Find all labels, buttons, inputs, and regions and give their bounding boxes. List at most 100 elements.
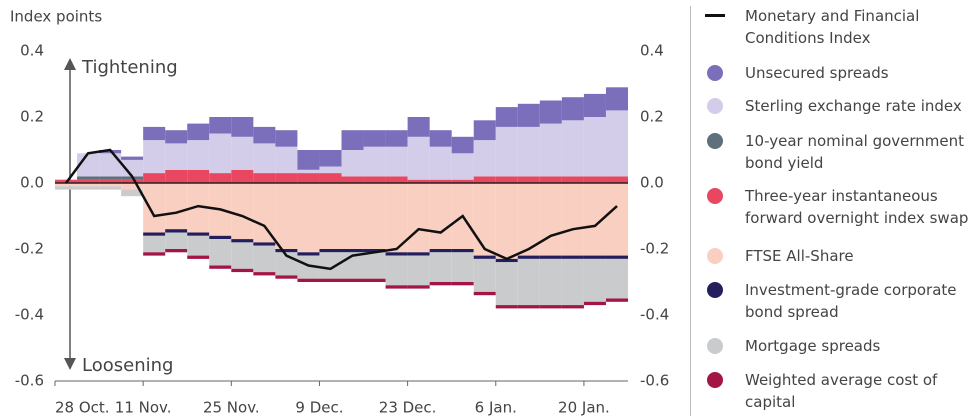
bar-segment — [77, 183, 100, 187]
x-tick-label: 28 Oct. — [55, 399, 110, 417]
y2-tick-label: -0.2 — [640, 240, 669, 258]
bar-segment — [121, 179, 144, 183]
y-tick-label: -0.6 — [15, 372, 44, 390]
bar-segment — [55, 186, 78, 190]
bar-segment — [517, 258, 540, 306]
legend-symbol — [707, 282, 723, 298]
bar-segment — [385, 183, 408, 253]
bar-segment — [363, 252, 386, 279]
bar-segment — [539, 258, 562, 306]
legend-symbol — [707, 65, 723, 81]
bar-segment — [319, 150, 342, 167]
bar-segment — [583, 176, 606, 183]
bar-segment — [363, 249, 386, 253]
bar-segment — [165, 169, 188, 183]
bar-segment — [385, 130, 408, 147]
bar-segment — [99, 176, 122, 180]
bar-segment — [165, 183, 188, 230]
bar-segment — [517, 103, 540, 127]
bar-segment — [319, 173, 342, 183]
y2-tick-label: -0.6 — [640, 372, 669, 390]
bar-segment — [253, 183, 276, 243]
bar-segment — [363, 146, 386, 177]
separator — [690, 6, 691, 416]
bar-segment — [583, 183, 606, 256]
y-tick-label: 0.4 — [20, 42, 44, 60]
bar-segment — [253, 242, 276, 246]
bar-segment — [561, 255, 584, 259]
bar-segment — [429, 183, 452, 249]
bar-segment — [605, 176, 628, 183]
arrow-down — [64, 358, 76, 370]
bar-segment — [385, 176, 408, 183]
bar-segment — [231, 169, 254, 183]
bar-segment — [495, 107, 518, 127]
bar-segment — [561, 183, 584, 256]
bar-segment — [407, 252, 430, 256]
bar-segment — [143, 235, 166, 253]
bar-segment — [77, 176, 100, 180]
bar-segment — [209, 235, 232, 240]
bar-segment — [275, 275, 298, 279]
x-tick-label: 23 Dec. — [379, 399, 437, 417]
legend-item: 10-year nominal government bond yield — [707, 130, 970, 174]
bar-segment — [143, 126, 166, 141]
bar-segment — [187, 232, 210, 236]
bar-segment — [341, 249, 364, 253]
bar-segment — [517, 176, 540, 183]
arrow-up — [64, 58, 76, 70]
legend-label: Sterling exchange rate index — [745, 97, 962, 115]
bar-segment — [407, 179, 430, 183]
legend-item: Weighted average cost of capital — [707, 369, 970, 413]
bar-segment — [561, 97, 584, 121]
bar-segment — [209, 239, 232, 266]
bar-segment — [121, 156, 144, 160]
bar-segment — [165, 232, 188, 249]
bar-segment — [297, 255, 320, 279]
bar-segment — [187, 140, 210, 170]
bar-segment — [165, 249, 188, 253]
bar-segment — [319, 278, 342, 282]
bar-segment — [121, 183, 144, 190]
legend-item: Mortgage spreads — [707, 335, 970, 357]
bar-segment — [143, 183, 166, 233]
bar-segment — [385, 255, 408, 286]
legend-item: FTSE All-Share — [707, 245, 970, 267]
legend-label: Investment-grade corporate bond spread — [745, 281, 957, 321]
bar-segment — [583, 301, 606, 306]
bar-segment — [275, 183, 298, 249]
bar-segment — [407, 136, 430, 180]
bar-segment — [605, 258, 628, 299]
bar-segment — [451, 136, 474, 154]
annotation: Loosening — [82, 355, 173, 376]
bar-segment — [165, 130, 188, 144]
bar-segment — [253, 245, 276, 273]
bar-segment — [341, 176, 364, 183]
bar-segment — [341, 278, 364, 282]
bar-segment — [583, 93, 606, 117]
chart: Index points Tightening Loosening 0.4 0.2… — [10, 8, 669, 417]
x-tick-label: 20 Jan. — [558, 399, 610, 417]
bar-segment — [253, 143, 276, 174]
bar-segment — [275, 130, 298, 147]
y2-tick-label: 0.2 — [640, 108, 664, 126]
legend-label: Unsecured spreads — [745, 64, 889, 82]
bar-segment — [407, 285, 430, 289]
x-tick-label: 9 Dec. — [295, 399, 343, 417]
bar-segment — [539, 183, 562, 256]
bar-segment — [275, 249, 298, 253]
bar-segment — [319, 166, 342, 174]
bar-segment — [363, 130, 386, 147]
y2-tick-label: 0.0 — [640, 174, 664, 192]
bar-segment — [605, 183, 628, 256]
bar-segment — [561, 258, 584, 306]
bar-segment — [187, 235, 210, 256]
bar-segment — [495, 305, 518, 309]
bar-segment — [561, 305, 584, 309]
bar-segment — [363, 183, 386, 249]
bar-segment — [231, 268, 254, 273]
y-axis-label: Index points — [10, 8, 102, 26]
legend-item: Three-year instantaneous forward overnig… — [707, 185, 970, 229]
bar-segment — [539, 100, 562, 124]
bar-segment — [583, 258, 606, 302]
